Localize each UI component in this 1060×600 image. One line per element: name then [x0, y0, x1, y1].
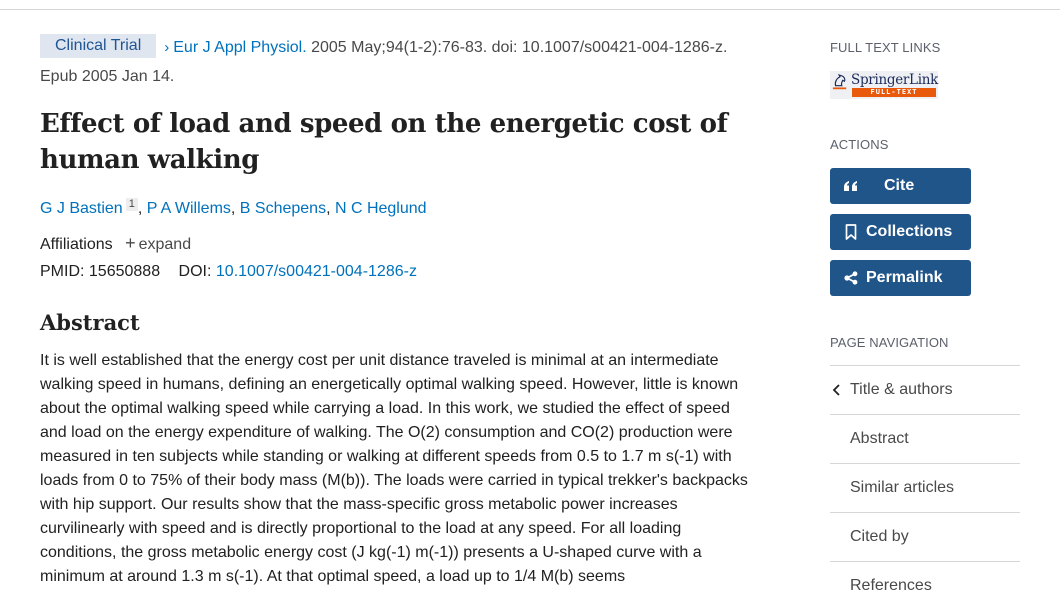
- author-separator: ,: [230, 200, 240, 217]
- page-navigation: Title & authors Abstract Similar article…: [830, 365, 1020, 600]
- nav-item-label: Similar articles: [850, 479, 955, 496]
- nav-item-references[interactable]: References: [830, 561, 1020, 600]
- affiliations-row: Affiliations + expand: [40, 233, 770, 255]
- full-text-links-label: FULL TEXT LINKS: [830, 40, 941, 55]
- share-icon: [842, 269, 860, 287]
- author-link[interactable]: B Schepens: [239, 200, 327, 217]
- abstract-heading: Abstract: [40, 310, 140, 335]
- abstract-text: It is well established that the energy c…: [40, 352, 748, 585]
- author-link[interactable]: N C Heglund: [334, 200, 427, 217]
- author-separator: ,: [137, 200, 147, 217]
- springer-brand: SpringerLink: [851, 72, 938, 88]
- nav-item-title-authors[interactable]: Title & authors: [830, 365, 1020, 414]
- author-link[interactable]: G J Bastien: [40, 200, 123, 217]
- permalink-button[interactable]: Permalink: [830, 260, 971, 296]
- nav-item-abstract[interactable]: Abstract: [830, 414, 1020, 463]
- author-list: G J Bastien 1, P A Willems, B Schepens, N…: [40, 197, 770, 221]
- collections-label: Collections: [866, 223, 953, 240]
- pmid-value: 15650888: [88, 263, 161, 280]
- doi-link[interactable]: 10.1007/s00421-004-1286-z: [215, 263, 417, 280]
- springer-tagline: FULL-TEXT ARTICLE: [852, 88, 936, 105]
- nav-item-label: References: [850, 577, 932, 594]
- nav-item-label: Title & authors: [850, 381, 953, 398]
- doi-label: DOI:: [178, 263, 212, 280]
- article-main: Clinical Trial › Eur J Appl Physiol. 2005 …: [40, 33, 770, 589]
- journal-link[interactable]: Eur J Appl Physiol.: [173, 39, 307, 56]
- affiliations-label: Affiliations: [40, 236, 113, 253]
- nav-item-similar-articles[interactable]: Similar articles: [830, 463, 1020, 512]
- nav-item-label: Cited by: [850, 528, 909, 545]
- nav-item-label: Abstract: [850, 430, 909, 447]
- citation-line: Clinical Trial › Eur J Appl Physiol. 2005 …: [40, 33, 770, 91]
- citation-details: 2005 May;94(1-2):76-83. doi: 10.1007/s00…: [306, 39, 728, 56]
- actions-label: ACTIONS: [830, 137, 889, 152]
- springerlink-full-text-link[interactable]: SpringerLink FULL-TEXT ARTICLE: [830, 71, 938, 105]
- permalink-label: Permalink: [866, 269, 943, 286]
- nav-item-cited-by[interactable]: Cited by: [830, 512, 1020, 561]
- chevron-right-icon: ›: [164, 39, 170, 56]
- epub-date: Epub 2005 Jan 14.: [40, 68, 175, 85]
- chevron-left-icon: [832, 384, 840, 396]
- quote-icon: [842, 177, 860, 195]
- plus-icon: +: [125, 233, 136, 253]
- pmid-label: PMID:: [40, 263, 85, 280]
- expand-label: expand: [138, 236, 192, 253]
- springer-horse-icon: [832, 74, 847, 90]
- author-separator: ,: [326, 200, 335, 217]
- top-divider: [0, 9, 1060, 10]
- cite-button[interactable]: Cite: [830, 168, 971, 204]
- affiliations-expand-button[interactable]: + expand: [125, 233, 192, 253]
- page-navigation-label: PAGE NAVIGATION: [830, 335, 949, 350]
- cite-label: Cite: [884, 177, 915, 194]
- article-type-badge: Clinical Trial: [40, 33, 157, 58]
- identifiers-row: PMID: 15650888 DOI: 10.1007/s00421-004-1…: [40, 262, 770, 282]
- author-link[interactable]: P A Willems: [146, 200, 231, 217]
- collections-button[interactable]: Collections: [830, 214, 971, 250]
- bookmark-icon: [842, 223, 860, 241]
- sidebar: FULL TEXT LINKS SpringerLink FULL-TEXT A…: [830, 40, 1020, 600]
- article-title: Effect of load and speed on the energeti…: [40, 109, 728, 175]
- affiliation-ref[interactable]: 1: [125, 198, 138, 211]
